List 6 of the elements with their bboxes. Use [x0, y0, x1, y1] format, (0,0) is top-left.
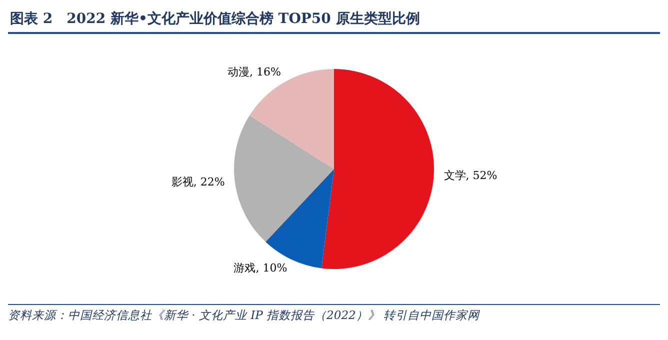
slice-label: 游戏, 10% — [234, 261, 288, 274]
slice-label: 动漫, 16% — [228, 65, 282, 78]
slice-label: 影视, 22% — [171, 176, 225, 189]
slice-label: 文学, 52% — [444, 168, 498, 182]
text: 资料来源：中国经济信息社《新华 · 文化产业 IP 指数报告（2022）》 转引自中国作家网 — [8, 308, 481, 323]
chart-title: 图表 2 2022 新华•文化产业价值综合榜 TOP50 原生类型比例 — [8, 8, 660, 34]
